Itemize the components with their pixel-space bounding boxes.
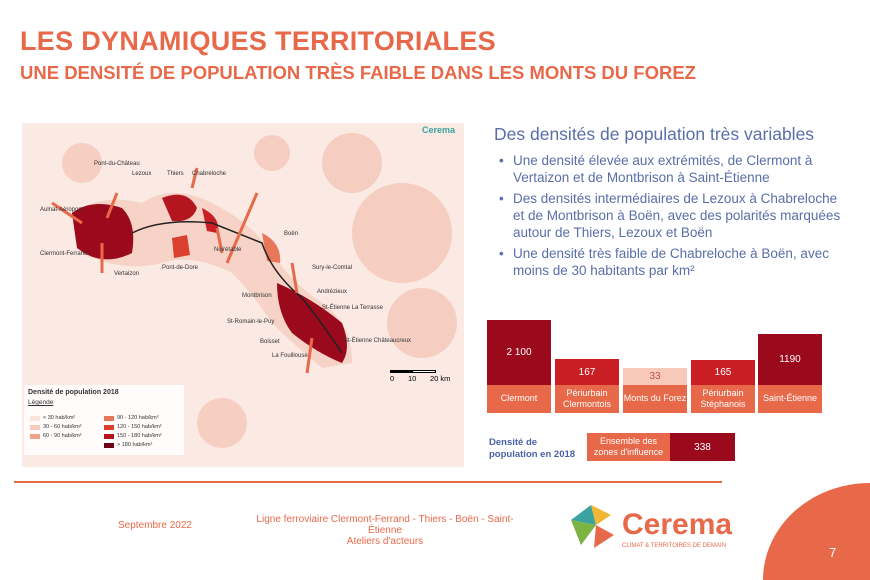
corner-decoration [763,483,870,580]
total-box: Ensemble des zones d'influence 338 [587,433,735,461]
legend-title: Densité de population 2018 [28,389,119,396]
legend-swatch [30,433,40,439]
legend-item: 60 - 90 hab/km² [30,433,82,439]
map-label: Thiers [167,171,184,177]
legend-label: 30 - 60 hab/km² [43,424,82,430]
bar-value: 2 100 [487,320,551,385]
bar-value: 1190 [758,333,822,385]
map-label: St-Étienne La Terrasse [322,305,383,311]
footer-tagline: CLIMAT & TERRITOIRES DE DEMAIN [622,543,726,549]
scale-tick: 0 [390,374,395,383]
bar-label: Clermont [487,384,551,413]
legend-swatch [104,433,114,439]
density-map: Cerema Aulnat-Aéroport Pont-du-Château L… [22,123,464,467]
legend-label: < 30 hab/km² [43,415,76,421]
bar-value: 165 [691,359,755,385]
map-label: Clermont-Ferrand [40,251,88,257]
bullet-list: Une densité élevée aux extrémités, de Cl… [497,152,852,283]
map-label: Chabreloche [192,171,227,177]
total-value: 338 [670,433,735,461]
map-label: Pont-du-Château [94,161,140,167]
legend-item: 30 - 60 hab/km² [30,424,82,430]
bar-label: Saint-Étienne [758,384,822,413]
legend-swatch [104,442,114,448]
page-subtitle: UNE DENSITÉ DE POPULATION TRÈS FAIBLE DA… [20,62,696,83]
cerema-logo-icon [566,500,618,552]
bar-2: 33 Monts du Forez [623,368,687,413]
map-label: Pont-de-Dore [162,265,199,271]
footer-line-sub: Ateliers d'acteurs [346,536,424,547]
legend-swatch [30,415,40,421]
map-label: Montbrison [242,293,272,299]
map-label: Vertaizon [114,271,140,277]
total-label: Densité de population en 2018 [489,437,576,460]
scale-tick: 10 [408,374,417,383]
legend-item: 90 - 120 hab/km² [104,415,159,421]
bar-3: 165 Périurbain Stéphanois [691,359,755,413]
legend-item: > 180 hab/km² [104,442,152,448]
map-label: Boën [284,231,299,237]
legend-item: < 30 hab/km² [30,415,75,421]
legend-label: 60 - 90 hab/km² [43,433,82,439]
legend-subtitle: Légende [28,399,54,406]
map-legend: Densité de population 2018 Légende < 30 … [24,385,184,455]
map-label: St-Romain-le-Puy [227,319,275,325]
legend-item: 150 - 180 hab/km² [104,433,162,439]
map-label: St-Étienne Châteaucreux [344,338,412,344]
bar-label: Périurbain Clermontois [555,384,619,413]
footer-logo-text: Cerema [622,508,733,541]
bar-label: Périurbain Stéphanois [691,384,755,413]
legend-swatch [30,424,40,430]
bullet-item: Une densité très faible de Chabreloche à… [497,245,852,279]
total-name: Ensemble des zones d'influence [587,433,670,461]
map-label: Noirétable [214,247,242,253]
legend-swatch [104,424,114,430]
bar-4: 1190 Saint-Étienne [758,333,822,413]
map-label: La Fouillouse [272,353,308,359]
legend-swatch [104,415,114,421]
footer-line: Ligne ferroviaire Clermont-Ferrand - Thi… [240,514,530,547]
bar-value: 33 [623,368,687,385]
bullet-item: Une densité élevée aux extrémités, de Cl… [497,152,852,186]
map-label: Sury-le-Comtal [312,265,353,271]
bar-value: 167 [555,359,619,385]
map-label: Aulnat-Aéroport [40,207,83,213]
section-title: Des densités de population très variable… [494,124,815,144]
bar-label: Monts du Forez [623,384,687,413]
legend-label: > 180 hab/km² [117,442,153,448]
legend-label: 120 - 150 hab/km² [117,424,162,430]
footer-divider [14,481,722,483]
page-number: 7 [829,545,837,560]
page-title: LES DYNAMIQUES TERRITORIALES [20,26,496,56]
bar-0: 2 100 Clermont [487,320,551,413]
legend-item: 120 - 150 hab/km² [104,424,162,430]
map-label: Boisset [260,339,280,345]
footer-line-title: Ligne ferroviaire Clermont-Ferrand - Thi… [256,514,514,536]
map-scale: 0 10 20 km [390,370,450,386]
footer-date: Septembre 2022 [118,520,192,531]
legend-label: 150 - 180 hab/km² [117,433,162,439]
scale-tick: 20 km [430,374,451,383]
map-graphic [51,133,457,448]
bullet-item: Des densités intermédiaires de Lezoux à … [497,190,852,241]
cerema-logo: Cerema [422,125,456,135]
map-label: Lezoux [132,171,152,177]
legend-label: 90 - 120 hab/km² [117,415,159,421]
bar-1: 167 Périurbain Clermontois [555,359,619,413]
map-label: Andrézieux [317,289,348,295]
